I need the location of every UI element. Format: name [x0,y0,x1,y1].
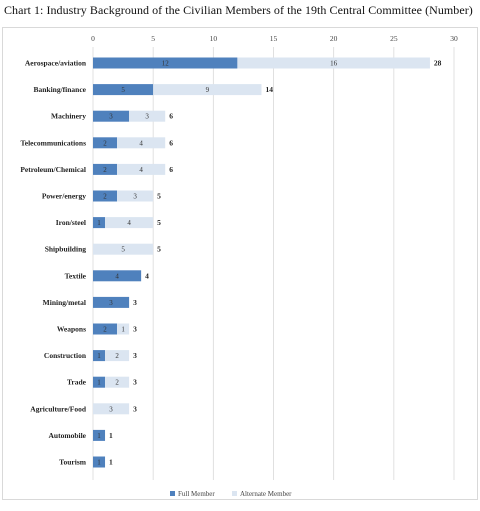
category-label: Tourism [59,458,87,467]
category-label: Banking/finance [33,85,86,94]
bar-alternate-member [105,217,154,229]
data-label-alternate: 9 [206,86,210,94]
bar-alternate-member [117,163,166,175]
bar-full-member [93,57,238,69]
data-label-alternate: 3 [109,405,113,413]
data-label-alternate: 5 [121,246,125,254]
data-label-full: 1 [97,459,101,467]
category-label: Construction [44,351,87,360]
bar-full-member [93,376,106,388]
bar-alternate-member [153,84,262,96]
x-tick-label: 25 [390,34,398,43]
data-label-full: 12 [162,60,170,68]
x-tick-label: 0 [91,34,95,43]
category-label: Textile [65,271,87,280]
category-label: Aerospace/aviation [25,59,87,68]
x-tick-label: 30 [450,34,458,43]
bar-full-member [93,270,142,282]
category-label: Agriculture/Food [30,404,87,413]
bar-full-member [93,350,106,362]
bar-full-member [93,84,154,96]
data-label-full: 3 [109,299,113,307]
data-label-full: 1 [97,219,101,227]
data-label-total: 3 [133,378,137,387]
data-label-total: 4 [145,271,149,280]
data-label-full: 4 [115,272,119,280]
data-label-total: 6 [169,138,173,147]
data-label-alternate: 1 [121,326,125,334]
data-label-total: 3 [133,298,137,307]
data-label-full: 1 [97,352,101,360]
bar-alternate-member [105,350,130,362]
bar-full-member [93,217,106,229]
category-label: Iron/steel [56,218,86,227]
data-label-total: 1 [109,431,113,440]
legend-swatch-alternate [232,491,237,496]
legend-swatch-full [170,491,175,496]
data-label-total: 3 [133,325,137,334]
data-label-full: 2 [103,139,107,147]
category-label: Trade [67,378,87,387]
data-label-alternate: 4 [139,166,143,174]
x-tick-label: 5 [151,34,155,43]
data-label-total: 5 [157,192,161,201]
data-label-full: 2 [103,166,107,174]
legend-label-alternate: Alternate Member [240,490,292,498]
bar-alternate-member [105,376,130,388]
data-label-alternate: 16 [330,60,338,68]
data-label-full: 5 [121,86,125,94]
chart-title: Chart 1: Industry Background of the Civi… [4,3,473,17]
data-label-total: 5 [157,245,161,254]
bar-alternate-member [237,57,430,69]
legend-label-full: Full Member [178,490,215,498]
x-tick-label: 10 [210,34,218,43]
bar-alternate-member [117,190,154,202]
data-label-alternate: 2 [115,379,119,387]
data-label-full: 1 [97,432,101,440]
data-label-full: 3 [109,113,113,121]
category-label: Shipbuilding [45,245,87,254]
data-label-full: 1 [97,379,101,387]
data-label-total: 3 [133,351,137,360]
category-label: Petroleum/Chemical [20,165,86,174]
category-label: Weapons [57,325,86,334]
bar-alternate-member [117,137,166,149]
bar-alternate-member [117,323,130,335]
category-label: Power/energy [42,192,86,201]
data-label-alternate: 3 [145,113,149,121]
bar-full-member [93,456,106,468]
data-label-full: 2 [103,326,107,334]
data-label-total: 6 [169,165,173,174]
data-label-alternate: 4 [139,139,143,147]
bar-alternate-member [93,243,154,255]
bar-full-member [93,429,106,441]
data-label-total: 6 [169,112,173,121]
bar-full-member [93,296,130,308]
x-tick-label: 15 [270,34,278,43]
data-label-total: 5 [157,218,161,227]
data-label-total: 1 [109,458,113,467]
bar-full-member [93,137,118,149]
x-tick-label: 20 [330,34,338,43]
bar-full-member [93,190,118,202]
data-label-total: 28 [434,59,442,68]
data-label-total: 3 [133,404,137,413]
category-label: Automobile [49,431,87,440]
bar-full-member [93,110,130,122]
bar-alternate-member [129,110,166,122]
data-label-total: 14 [265,85,273,94]
category-label: Machinery [51,112,86,121]
bar-full-member [93,323,118,335]
data-label-alternate: 4 [127,219,131,227]
data-label-alternate: 2 [115,352,119,360]
bar-full-member [93,163,118,175]
bar-alternate-member [93,403,130,415]
data-label-full: 2 [103,193,107,201]
chart-area [2,27,478,500]
category-label: Telecommunications [20,138,86,147]
category-label: Mining/metal [43,298,86,307]
data-label-alternate: 3 [133,193,137,201]
